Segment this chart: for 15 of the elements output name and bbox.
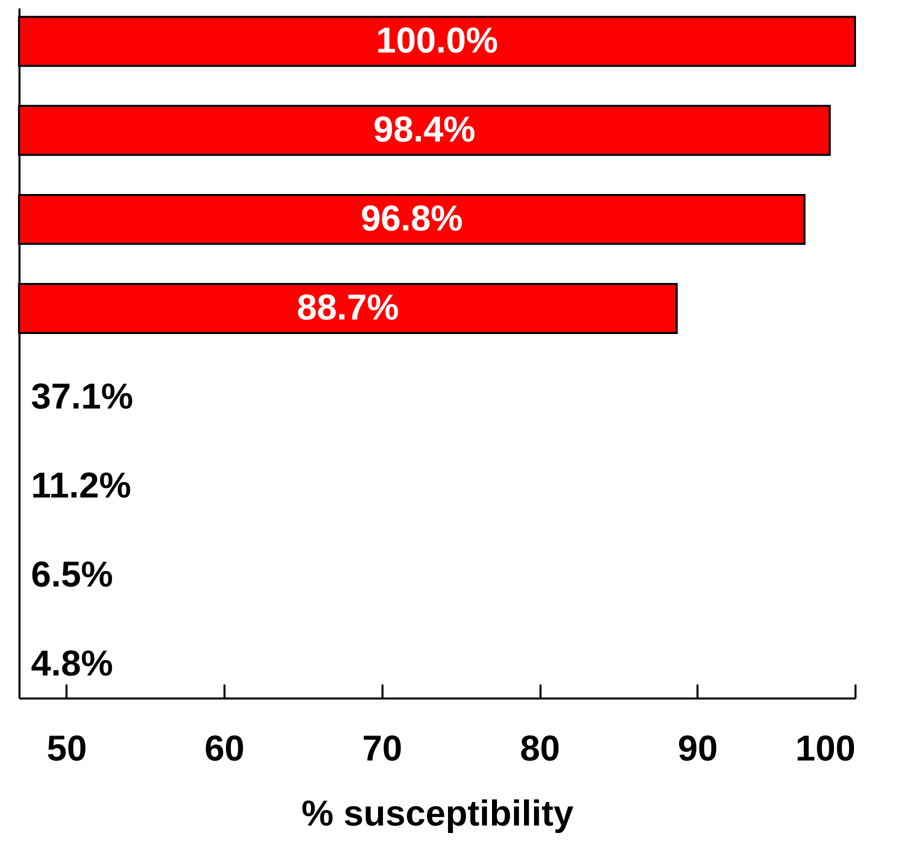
data-label: 100.0% bbox=[376, 19, 498, 60]
text: 11.2% bbox=[31, 464, 132, 506]
x-tick-label: 80 bbox=[520, 728, 560, 768]
data-label: 98.4% bbox=[373, 108, 476, 150]
text: 37.1% bbox=[31, 376, 134, 417]
x-tick-label: 90 bbox=[678, 728, 718, 768]
x-tick-label: 100 bbox=[795, 728, 856, 768]
text: 4.8% bbox=[31, 642, 114, 684]
data-label: 88.7% bbox=[296, 286, 399, 328]
x-tick-label: 60 bbox=[204, 728, 245, 768]
x-tick-label: 70 bbox=[362, 728, 402, 768]
x-axis-title: % susceptibility bbox=[301, 792, 574, 834]
x-tick-label: 50 bbox=[46, 728, 87, 768]
data-label: 96.8% bbox=[360, 197, 463, 238]
text: 6.5% bbox=[31, 554, 114, 595]
